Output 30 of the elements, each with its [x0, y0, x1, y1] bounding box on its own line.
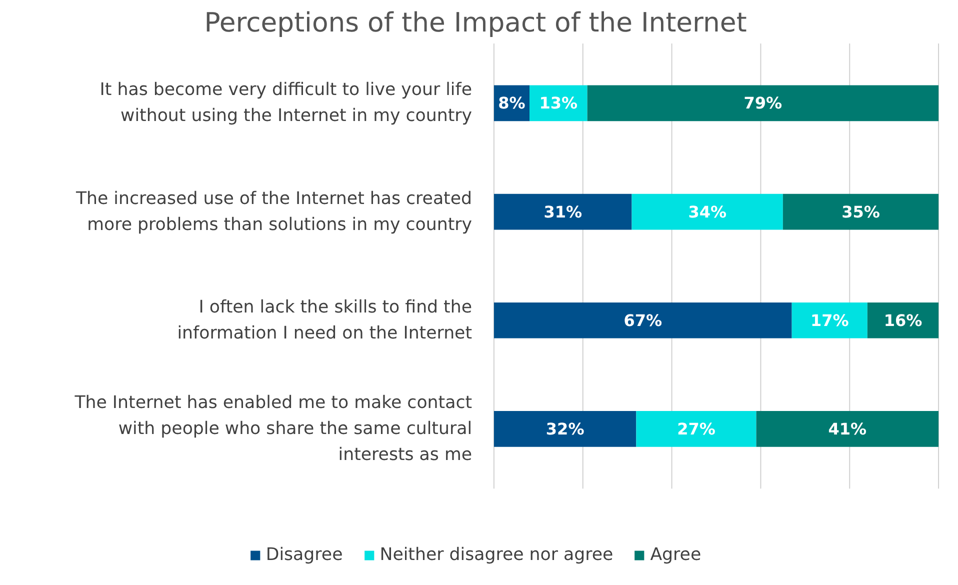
data-label: 32% — [546, 419, 584, 438]
bar — [587, 85, 939, 122]
legend-label: Neither disagree nor agree — [380, 545, 614, 565]
y-tick-label: I often lack the skills to find the information I need on the Internet — [177, 297, 472, 344]
y-tick-label: The increased use of the Internet has created more problems than solutions in my country — [74, 188, 472, 235]
chart-title: Perceptions of the Impact of the Internet — [204, 8, 747, 38]
bar — [494, 194, 632, 230]
bar — [636, 411, 756, 447]
bar — [494, 302, 792, 338]
data-label: 34% — [688, 202, 726, 222]
y-tick-label: It has become very difficult to live your life without using the Internet in my country — [100, 80, 472, 126]
bar — [867, 302, 939, 338]
data-label: 79% — [744, 94, 782, 113]
data-label: 67% — [624, 310, 662, 330]
data-label: 13% — [539, 94, 578, 113]
data-label: 17% — [810, 310, 849, 330]
bar — [632, 194, 783, 230]
bar — [494, 411, 636, 447]
data-label: 16% — [884, 310, 922, 330]
data-label: 31% — [544, 202, 582, 222]
data-label: 27% — [677, 419, 716, 438]
bar — [782, 194, 939, 230]
data-label: 8% — [498, 94, 526, 113]
y-tick-label: The Internet has enabled me to make contact with people who share the same cultural interests as me — [74, 392, 472, 465]
legend-label: Disagree — [266, 545, 343, 565]
data-label: 41% — [828, 419, 867, 438]
data-label: 35% — [842, 202, 880, 222]
legend-label: Agree — [650, 545, 702, 565]
bar — [756, 411, 939, 447]
bar — [792, 302, 868, 338]
